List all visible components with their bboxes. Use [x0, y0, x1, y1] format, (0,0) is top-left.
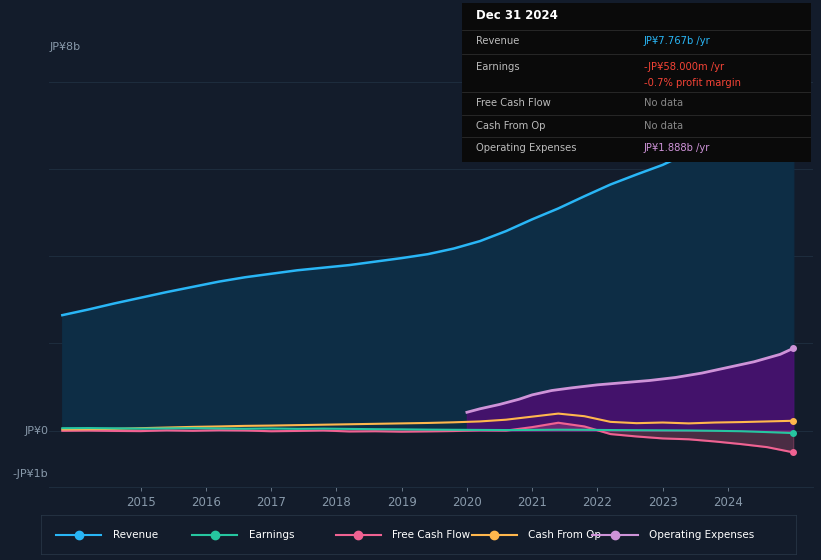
Text: JP¥0: JP¥0: [25, 426, 48, 436]
Text: Revenue: Revenue: [476, 36, 520, 46]
Text: Operating Expenses: Operating Expenses: [476, 143, 576, 153]
Text: Cash From Op: Cash From Op: [476, 121, 546, 130]
Text: Free Cash Flow: Free Cash Flow: [392, 530, 470, 540]
Text: JP¥8b: JP¥8b: [49, 41, 80, 52]
Text: -0.7% profit margin: -0.7% profit margin: [644, 78, 741, 87]
Text: Free Cash Flow: Free Cash Flow: [476, 99, 551, 108]
Text: Earnings: Earnings: [249, 530, 294, 540]
Text: JP¥7.767b /yr: JP¥7.767b /yr: [644, 36, 710, 46]
Text: Revenue: Revenue: [112, 530, 158, 540]
Text: Dec 31 2024: Dec 31 2024: [476, 9, 558, 22]
Text: -JP¥58.000m /yr: -JP¥58.000m /yr: [644, 62, 724, 72]
Text: No data: No data: [644, 121, 683, 130]
Text: Cash From Op: Cash From Op: [528, 530, 601, 540]
Text: Operating Expenses: Operating Expenses: [649, 530, 754, 540]
Text: No data: No data: [644, 99, 683, 108]
Text: -JP¥1b: -JP¥1b: [13, 469, 48, 479]
Text: JP¥1.888b /yr: JP¥1.888b /yr: [644, 143, 710, 153]
Text: Earnings: Earnings: [476, 62, 520, 72]
